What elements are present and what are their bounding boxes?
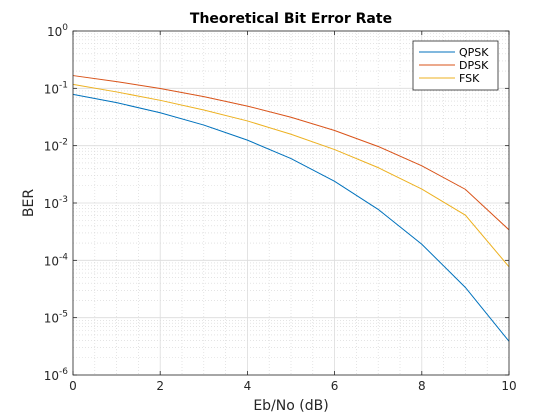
x-tick-label: 8 — [418, 379, 426, 393]
legend-label: DPSK — [459, 59, 489, 72]
x-tick-label: 10 — [501, 379, 516, 393]
legend-label: QPSK — [459, 46, 489, 59]
series-line-fsk — [72, 83, 510, 268]
y-tick-label: 10-1 — [44, 80, 68, 96]
x-tick-label: 6 — [331, 379, 339, 393]
y-tick-label: 10-2 — [44, 138, 68, 154]
data-series — [72, 75, 510, 342]
series-line-dpsk — [72, 75, 510, 231]
x-tick-label: 2 — [156, 379, 164, 393]
y-tick-label: 10-4 — [44, 252, 69, 268]
x-tick-label: 0 — [69, 379, 77, 393]
legend-label: FSK — [459, 72, 480, 85]
axis-ticks: 0 2 4 6 8 10 10-6 10-5 10-4 10-3 10-2 10-1 100 — [44, 23, 517, 393]
y-tick-label: 10-3 — [44, 195, 68, 211]
series-line-qpsk — [72, 93, 510, 342]
y-tick-label: 100 — [47, 23, 68, 39]
y-axis-label: BER — [21, 189, 37, 217]
x-axis-label: Eb/No (dB) — [253, 398, 328, 414]
x-tick-label: 4 — [244, 379, 252, 393]
y-tick-label: 10-5 — [44, 310, 68, 326]
y-tick-label: 10-6 — [44, 367, 69, 383]
chart-title: Theoretical Bit Error Rate — [190, 11, 392, 27]
